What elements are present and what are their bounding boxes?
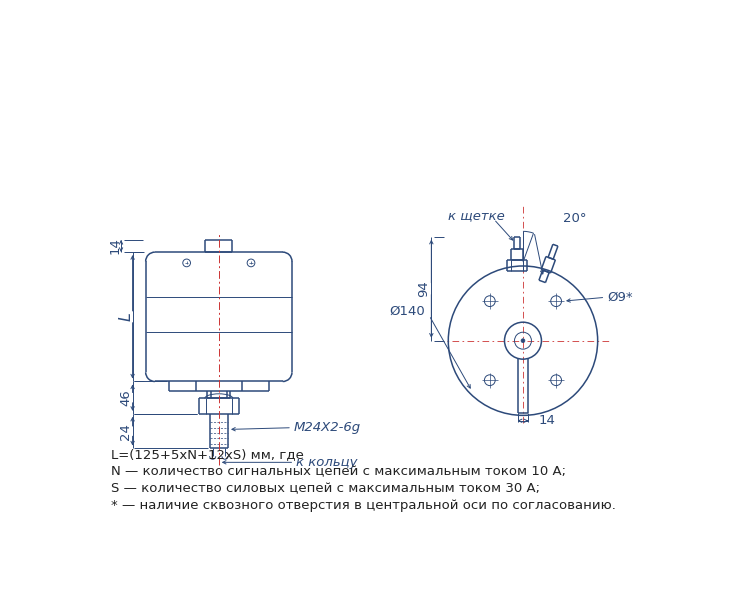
Text: к щетке: к щетке (448, 210, 506, 222)
Text: S — количество силовых цепей с максимальным током 30 А;: S — количество силовых цепей с максималь… (111, 482, 540, 495)
Text: 20°: 20° (563, 211, 586, 225)
Text: L=(125+5xN+12xS) мм, где: L=(125+5xN+12xS) мм, где (111, 448, 304, 461)
Text: Ø140: Ø140 (389, 305, 425, 318)
Text: 24: 24 (119, 423, 132, 439)
Text: М24Х2-6g: М24Х2-6g (293, 421, 361, 434)
Text: L: L (118, 312, 134, 321)
Text: 14: 14 (538, 415, 555, 427)
Circle shape (521, 339, 525, 342)
Text: * — наличие сквозного отверстия в центральной оси по согласованию.: * — наличие сквозного отверстия в центра… (111, 499, 616, 512)
Text: 14: 14 (108, 238, 122, 255)
Text: 94: 94 (417, 281, 430, 297)
Text: 46: 46 (119, 389, 132, 406)
Text: Ø9*: Ø9* (607, 291, 632, 304)
Text: к кольцу: к кольцу (296, 456, 357, 469)
Text: N — количество сигнальных цепей с максимальным током 10 А;: N — количество сигнальных цепей с максим… (111, 465, 566, 478)
